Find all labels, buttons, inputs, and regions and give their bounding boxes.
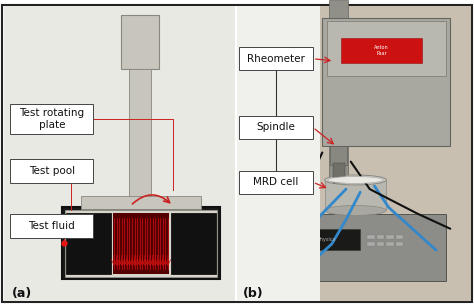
Text: Spindle: Spindle <box>256 122 296 132</box>
Bar <box>377 242 384 246</box>
Bar <box>327 21 446 76</box>
Bar <box>367 235 375 239</box>
Bar <box>237 6 320 301</box>
Bar <box>239 47 313 70</box>
Text: Test fluid: Test fluid <box>28 221 75 231</box>
Bar <box>121 15 159 69</box>
Bar <box>367 242 375 246</box>
Text: Test rotating
plate: Test rotating plate <box>19 108 84 130</box>
Bar <box>10 159 93 183</box>
Bar <box>66 213 111 274</box>
Bar <box>129 69 151 197</box>
Bar <box>341 38 422 63</box>
Ellipse shape <box>325 206 386 215</box>
Bar <box>322 18 450 146</box>
Text: MRD cell: MRD cell <box>254 177 299 187</box>
Bar <box>113 213 169 274</box>
Bar <box>239 171 313 194</box>
Bar <box>386 242 394 246</box>
Bar <box>65 210 217 277</box>
Text: Anton
Paar: Anton Paar <box>374 45 389 56</box>
Bar <box>171 213 216 274</box>
Bar <box>10 214 93 238</box>
Bar <box>10 104 93 134</box>
Text: (a): (a) <box>12 287 32 300</box>
Bar <box>386 235 394 239</box>
Bar <box>333 163 345 183</box>
Bar <box>330 146 347 165</box>
Bar <box>396 242 403 246</box>
Text: Test pool: Test pool <box>29 166 75 176</box>
Bar <box>396 235 403 239</box>
Ellipse shape <box>328 177 383 183</box>
Bar <box>239 116 313 139</box>
Bar <box>377 235 384 239</box>
Bar <box>275 214 446 281</box>
Bar <box>325 180 386 210</box>
Bar <box>81 196 201 209</box>
Bar <box>237 6 471 301</box>
Bar <box>294 229 360 250</box>
Bar <box>62 207 220 279</box>
Text: Rheometer: Rheometer <box>247 54 305 64</box>
Text: Physica: Physica <box>318 237 336 242</box>
Text: (b): (b) <box>243 287 264 300</box>
Ellipse shape <box>325 175 386 185</box>
Bar <box>329 0 348 274</box>
Bar <box>4 6 235 301</box>
